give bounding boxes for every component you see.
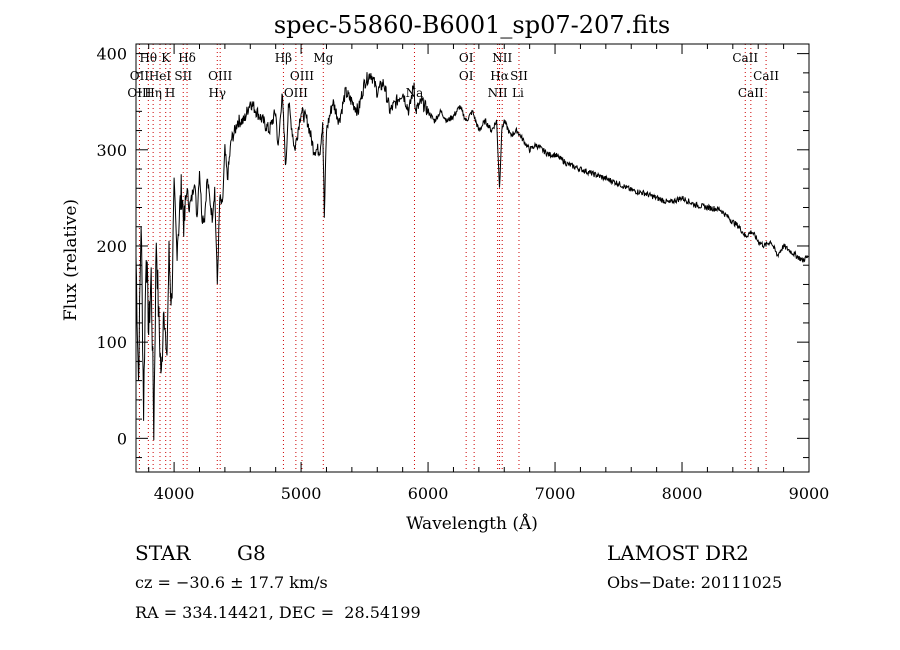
line-marker-label: Hδ (178, 51, 196, 65)
line-marker-label: SII (174, 69, 192, 83)
line-marker-label: OIII (290, 69, 314, 83)
line-marker-label: OII (130, 69, 150, 83)
emission-line-markers (138, 44, 767, 472)
line-marker-label: OI (459, 51, 474, 65)
observation-date: Obs−Date: 20111025 (607, 573, 783, 592)
line-marker-label: OIII (127, 86, 151, 100)
velocity-readout: cz = −30.6 ± 17.7 km/s (135, 573, 328, 592)
axes: 4000 5000 6000 7000 8000 9000 0 100 200 300 400 (96, 44, 829, 503)
line-marker-label: NII (488, 86, 508, 100)
x-axis-label: Wavelength (Å) (406, 513, 538, 534)
line-marker-label: CaII (753, 69, 779, 83)
spectrum-line (135, 72, 810, 441)
line-marker-label: HeI (149, 69, 172, 83)
chart-title: spec-55860-B6001_sp07-207.fits (274, 11, 670, 39)
y-tick-label: 200 (96, 237, 127, 256)
line-marker-label: Hη (144, 86, 162, 100)
line-marker-label: SII (510, 69, 528, 83)
x-tick-label: 5000 (281, 484, 322, 503)
coordinates-readout: RA = 334.14421, DEC = 28.54199 (135, 603, 421, 622)
y-tick-label: 300 (96, 141, 127, 160)
line-marker-label: CaII (738, 86, 764, 100)
x-tick-label: 4000 (154, 484, 195, 503)
plot-frame (135, 43, 810, 473)
x-tick-label: 6000 (408, 484, 449, 503)
y-tick-label: 0 (117, 429, 127, 448)
spectral-subclass: G8 (237, 541, 266, 565)
line-marker-label: Hγ (208, 86, 226, 100)
emission-line-labels: Hθ OII OIII K HeI Hη H Hδ SII OIII Hγ Hβ OIII OIII Mg N… (127, 51, 779, 100)
line-marker-label: OIII (284, 86, 308, 100)
line-marker-label: K (161, 51, 171, 65)
line-marker-label: Hα (490, 69, 509, 83)
line-marker-label: CaII (732, 51, 758, 65)
line-marker-label: H (165, 86, 175, 100)
y-axis-label: Flux (relative) (61, 199, 81, 321)
line-marker-label: OI (459, 69, 474, 83)
y-tick-label: 400 (96, 45, 127, 64)
y-tick-label: 100 (96, 333, 127, 352)
line-marker-label: Hβ (275, 51, 292, 65)
x-tick-label: 8000 (662, 484, 703, 503)
line-marker-label: Li (512, 86, 524, 100)
line-marker-label: OIII (208, 69, 232, 83)
x-tick-label: 7000 (535, 484, 576, 503)
line-marker-label: NII (492, 51, 512, 65)
object-type: STAR (135, 541, 191, 565)
survey-name: LAMOST DR2 (607, 541, 749, 565)
line-marker-label: Hθ (139, 51, 157, 65)
line-marker-label: Mg (313, 51, 333, 65)
x-tick-label: 9000 (789, 484, 830, 503)
